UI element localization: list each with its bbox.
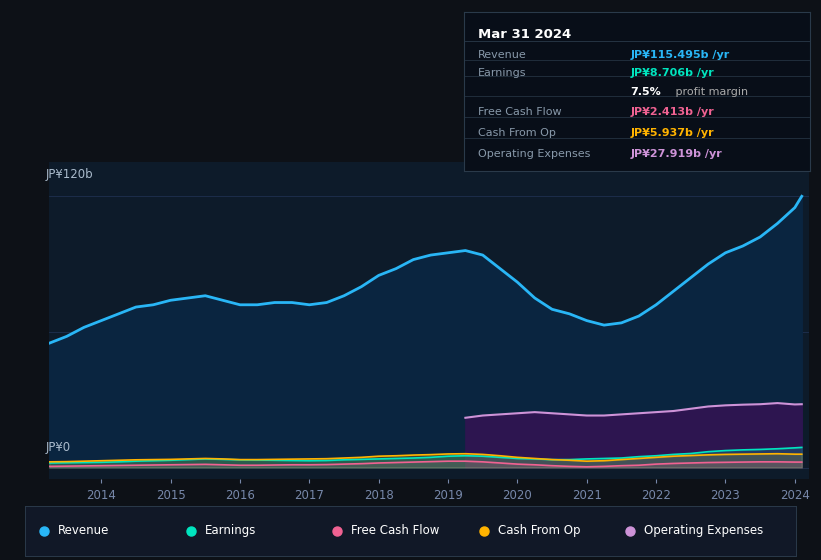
- Text: Cash From Op: Cash From Op: [498, 524, 580, 538]
- Text: JP¥115.495b /yr: JP¥115.495b /yr: [631, 50, 729, 60]
- Text: Free Cash Flow: Free Cash Flow: [351, 524, 439, 538]
- Text: JP¥0: JP¥0: [45, 441, 71, 455]
- Text: Revenue: Revenue: [478, 50, 526, 60]
- Text: Operating Expenses: Operating Expenses: [478, 149, 590, 159]
- Text: Earnings: Earnings: [204, 524, 256, 538]
- Text: JP¥5.937b /yr: JP¥5.937b /yr: [631, 128, 713, 138]
- Text: Earnings: Earnings: [478, 68, 526, 78]
- Text: Free Cash Flow: Free Cash Flow: [478, 107, 562, 117]
- Text: Revenue: Revenue: [57, 524, 109, 538]
- Text: profit margin: profit margin: [672, 87, 748, 96]
- Text: JP¥120b: JP¥120b: [45, 168, 93, 181]
- Text: JP¥8.706b /yr: JP¥8.706b /yr: [631, 68, 714, 78]
- Text: 7.5%: 7.5%: [631, 87, 661, 96]
- Text: Cash From Op: Cash From Op: [478, 128, 556, 138]
- Text: JP¥2.413b /yr: JP¥2.413b /yr: [631, 107, 714, 117]
- Text: Operating Expenses: Operating Expenses: [644, 524, 764, 538]
- Text: Mar 31 2024: Mar 31 2024: [478, 28, 571, 41]
- Text: JP¥27.919b /yr: JP¥27.919b /yr: [631, 149, 722, 159]
